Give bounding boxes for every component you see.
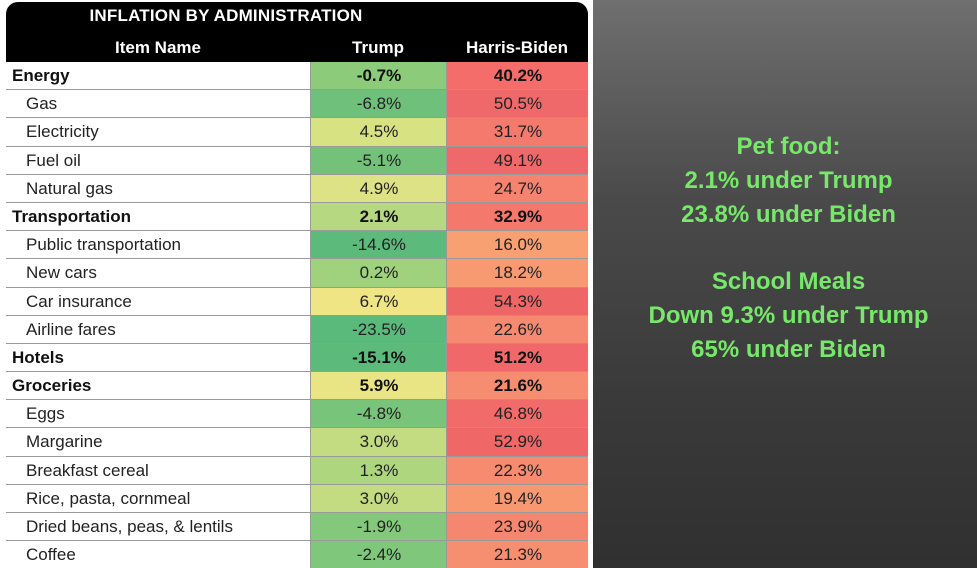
biden-value-cell: 40.2%	[446, 62, 588, 90]
biden-value-cell: 21.6%	[446, 372, 588, 400]
item-name-cell: Hotels	[12, 347, 64, 367]
trump-value-cell: 2.1%	[310, 202, 447, 231]
inflation-table: INFLATION BY ADMINISTRATION Item Name Tr…	[6, 2, 588, 568]
item-name-cell: Margarine	[26, 432, 103, 452]
table-row: Gas -6.8% 50.5%	[6, 90, 588, 119]
trump-value-cell: -2.4%	[310, 541, 447, 568]
table-row: Margarine 3.0% 52.9%	[6, 428, 588, 457]
biden-value-cell: 32.9%	[446, 202, 588, 231]
biden-value-cell: 22.6%	[446, 315, 588, 343]
header-harris-biden: Harris-Biden	[465, 38, 569, 57]
item-name-cell: Gas	[26, 94, 58, 114]
trump-value-cell: 6.7%	[310, 287, 447, 315]
trump-value-cell: 3.0%	[310, 484, 447, 512]
biden-value-cell: 31.7%	[446, 118, 588, 146]
item-name-cell: Airline fares	[26, 319, 116, 339]
trump-value-cell: 4.9%	[310, 174, 447, 202]
item-name-cell: Natural gas	[26, 178, 113, 198]
table-row: Electricity 4.5% 31.7%	[6, 118, 588, 147]
item-name-cell: Eggs	[26, 404, 65, 424]
trump-value-cell: -14.6%	[310, 231, 447, 259]
item-name-cell: Breakfast cereal	[26, 460, 149, 480]
item-name-cell: Dried beans, peas, & lentils	[26, 517, 233, 536]
table-header-row: Item Name Trump Harris-Biden	[6, 36, 588, 62]
biden-value-cell: 52.9%	[446, 428, 588, 456]
table-row: Public transportation -14.6% 16.0%	[6, 231, 588, 260]
table-row: Car insurance 6.7% 54.3%	[6, 287, 588, 316]
header-trump: Trump	[352, 38, 404, 57]
item-name-cell: Car insurance	[26, 291, 132, 311]
item-name-cell: Transportation	[12, 206, 132, 226]
item-name-cell: Coffee	[26, 545, 76, 565]
biden-value-cell: 18.2%	[446, 259, 588, 287]
trump-value-cell: 1.3%	[310, 456, 447, 484]
item-name-cell: New cars	[26, 263, 97, 283]
trump-value-cell: -1.9%	[310, 513, 447, 541]
item-name-cell: Rice, pasta, cornmeal	[26, 488, 191, 508]
table-body: Energy -0.7% 40.2% Gas -6.8% 50.5% Electricity…	[6, 62, 588, 568]
pet-food-trump: 2.1% under Trump	[684, 167, 893, 194]
trump-value-cell: 5.9%	[310, 372, 447, 400]
trump-value-cell: -0.7%	[310, 62, 447, 90]
table-row: Transportation 2.1% 32.9%	[6, 202, 588, 232]
biden-value-cell: 21.3%	[446, 541, 588, 568]
biden-value-cell: 23.9%	[446, 513, 588, 541]
school-meals-note: School Meals Down 9.3% under Trump 65% u…	[600, 265, 977, 367]
pet-food-biden: 23.8% under Biden	[681, 201, 896, 228]
table-row: New cars 0.2% 18.2%	[6, 259, 588, 288]
biden-value-cell: 50.5%	[446, 90, 588, 118]
biden-value-cell: 19.4%	[446, 484, 588, 512]
pet-food-note: Pet food: 2.1% under Trump 23.8% under B…	[600, 130, 977, 232]
biden-value-cell: 22.3%	[446, 456, 588, 484]
table-row: Fuel oil -5.1% 49.1%	[6, 146, 588, 175]
table-title: INFLATION BY ADMINISTRATION	[89, 6, 363, 25]
biden-value-cell: 16.0%	[446, 231, 588, 259]
table-row: Energy -0.7% 40.2%	[6, 62, 588, 91]
biden-value-cell: 51.2%	[446, 343, 588, 372]
table-row: Coffee -2.4% 21.3%	[6, 541, 588, 568]
school-meals-trump: Down 9.3% under Trump	[648, 302, 929, 329]
trump-value-cell: -23.5%	[310, 315, 447, 343]
header-item-name: Item Name	[115, 38, 201, 57]
pet-food-title: Pet food:	[736, 133, 841, 160]
item-name-cell: Fuel oil	[26, 150, 81, 170]
table-panel: INFLATION BY ADMINISTRATION Item Name Tr…	[6, 2, 588, 568]
trump-value-cell: 4.5%	[310, 118, 447, 146]
table-row: Breakfast cereal 1.3% 22.3%	[6, 456, 588, 485]
trump-value-cell: 0.2%	[310, 259, 447, 287]
trump-value-cell: 3.0%	[310, 428, 447, 456]
trump-value-cell: -15.1%	[310, 343, 447, 372]
table-row: Rice, pasta, cornmeal 3.0% 19.4%	[6, 484, 588, 513]
school-meals-biden: 65% under Biden	[691, 336, 886, 363]
biden-value-cell: 49.1%	[446, 146, 588, 174]
table-row: Hotels -15.1% 51.2%	[6, 343, 588, 373]
trump-value-cell: -4.8%	[310, 400, 447, 428]
biden-value-cell: 54.3%	[446, 287, 588, 315]
school-meals-title: School Meals	[711, 268, 866, 295]
item-name-cell: Groceries	[12, 376, 92, 396]
table-row: Eggs -4.8% 46.8%	[6, 400, 588, 429]
biden-value-cell: 46.8%	[446, 400, 588, 428]
table-row: Airline fares -23.5% 22.6%	[6, 315, 588, 344]
item-name-cell: Public transportation	[26, 235, 181, 255]
trump-value-cell: -5.1%	[310, 146, 447, 174]
item-name-cell: Energy	[12, 66, 70, 85]
biden-value-cell: 24.7%	[446, 174, 588, 202]
table-row: Dried beans, peas, & lentils -1.9% 23.9%	[6, 513, 588, 542]
trump-value-cell: -6.8%	[310, 90, 447, 118]
item-name-cell: Electricity	[26, 122, 99, 142]
table-row: Groceries 5.9% 21.6%	[6, 372, 588, 401]
table-row: Natural gas 4.9% 24.7%	[6, 174, 588, 203]
